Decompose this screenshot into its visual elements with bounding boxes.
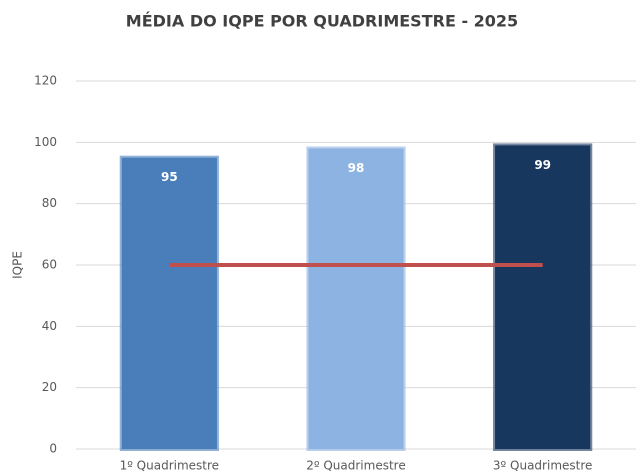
y-tick-label: 0 <box>49 442 57 456</box>
chart-title: MÉDIA DO IQPE POR QUADRIMESTRE - 2025 <box>126 12 518 31</box>
bar <box>119 155 219 452</box>
value-label: 99 <box>534 158 551 172</box>
y-tick-label: 20 <box>42 380 57 394</box>
value-label: 98 <box>348 161 365 175</box>
value-label: 95 <box>161 170 178 184</box>
x-tick-label: 2º Quadrimestre <box>306 459 405 473</box>
y-tick-label: 60 <box>42 258 57 272</box>
y-tick-label: 100 <box>34 135 57 149</box>
y-tick-label: 120 <box>34 74 57 88</box>
y-tick-label: 80 <box>42 196 57 210</box>
y-tick-label: 40 <box>42 319 57 333</box>
bar <box>493 143 593 451</box>
x-tick-label: 3º Quadrimestre <box>493 459 592 473</box>
x-tick-label: 1º Quadrimestre <box>120 459 219 473</box>
y-axis-label: IQPE <box>11 251 25 279</box>
bar <box>306 146 406 451</box>
